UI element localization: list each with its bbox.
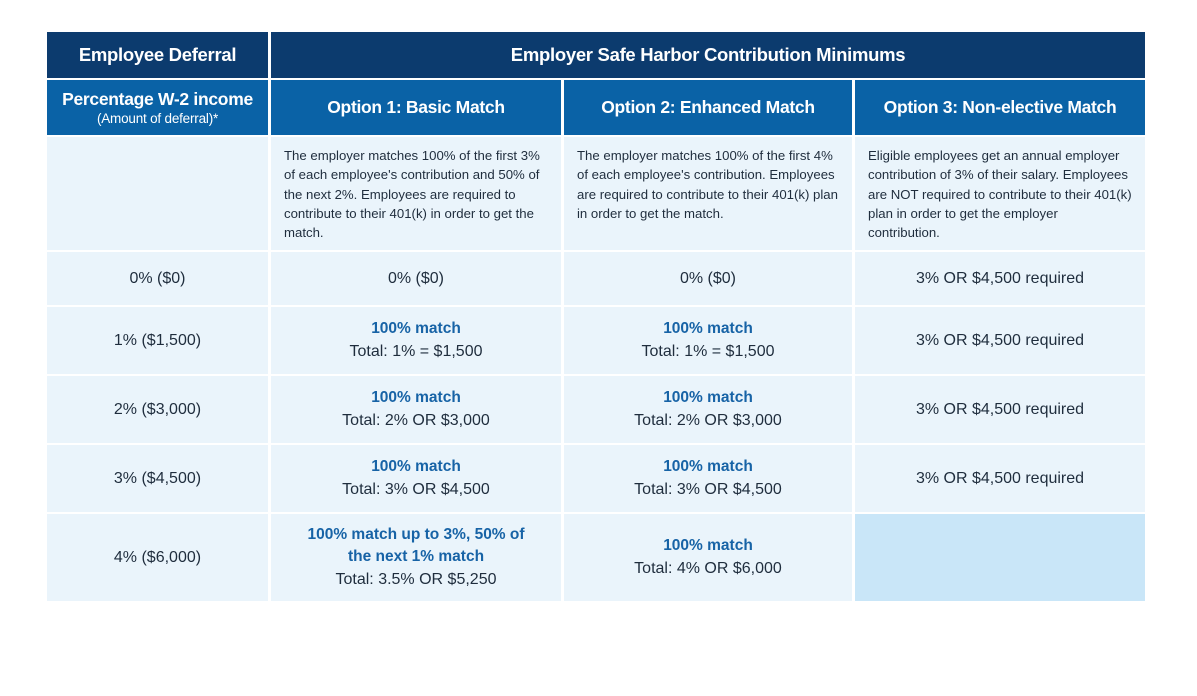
deferral-cell: 1% ($1,500) xyxy=(47,307,268,375)
percentage-income-header: Percentage W-2 income (Amount of deferra… xyxy=(47,80,268,135)
option-3-cell: 3% OR $4,500 required xyxy=(855,445,1146,513)
option-3-description: Eligible employees get an annual employe… xyxy=(855,137,1146,251)
total-text: Total: 2% OR $3,000 xyxy=(634,411,782,429)
match-text: 100% match up to 3%, 50% of the next 1% … xyxy=(307,525,525,565)
option-1-cell: 100% match Total: 1% = $1,500 xyxy=(271,307,561,375)
table-row: 0% ($0) 0% ($0) 0% ($0) 3% OR $4,500 req… xyxy=(47,252,1146,306)
table-row: 2% ($3,000) 100% match Total: 2% OR $3,0… xyxy=(47,376,1146,444)
option-3-cell: 3% OR $4,500 required xyxy=(855,376,1146,444)
option-2-description: The employer matches 100% of the first 4… xyxy=(564,137,852,251)
employer-contribution-header: Employer Safe Harbor Contribution Minimu… xyxy=(271,32,1146,78)
safe-harbor-table: Employee Deferral Employer Safe Harbor C… xyxy=(44,30,1148,603)
option-2-cell: 100% match Total: 1% = $1,500 xyxy=(564,307,852,375)
total-text: Total: 3% OR $4,500 xyxy=(342,480,490,498)
description-blank-cell xyxy=(47,137,268,251)
total-text: Total: 2% OR $3,000 xyxy=(342,411,490,429)
amount-of-deferral-label: (Amount of deferral)* xyxy=(96,111,219,126)
match-text: 100% match xyxy=(371,319,461,337)
total-text: Total: 1% = $1,500 xyxy=(641,342,775,360)
match-text: 100% match xyxy=(371,388,461,406)
percentage-income-label: Percentage W-2 income xyxy=(62,89,253,109)
match-text: 100% match xyxy=(663,319,753,337)
table-row: 3% ($4,500) 100% match Total: 3% OR $4,5… xyxy=(47,445,1146,513)
option-1-description: The employer matches 100% of the first 3… xyxy=(271,137,561,251)
total-text: Total: 4% OR $6,000 xyxy=(634,559,782,577)
option-1-cell: 0% ($0) xyxy=(271,252,561,306)
option-2-header: Option 2: Enhanced Match xyxy=(564,80,852,135)
match-text: 100% match xyxy=(371,457,461,475)
table-row: 1% ($1,500) 100% match Total: 1% = $1,50… xyxy=(47,307,1146,375)
deferral-cell: 3% ($4,500) xyxy=(47,445,268,513)
match-text: 100% match xyxy=(663,457,753,475)
match-text: 100% match xyxy=(663,536,753,554)
option-1-cell: 100% match up to 3%, 50% of the next 1% … xyxy=(271,514,561,602)
deferral-cell: 2% ($3,000) xyxy=(47,376,268,444)
option-3-empty-cell xyxy=(855,514,1146,602)
option-2-cell: 0% ($0) xyxy=(564,252,852,306)
option-3-cell: 3% OR $4,500 required xyxy=(855,252,1146,306)
option-1-header: Option 1: Basic Match xyxy=(271,80,561,135)
option-1-cell: 100% match Total: 2% OR $3,000 xyxy=(271,376,561,444)
employee-deferral-header: Employee Deferral xyxy=(47,32,268,78)
option-3-header: Option 3: Non-elective Match xyxy=(855,80,1146,135)
total-text: 0% ($0) xyxy=(679,269,737,287)
deferral-cell: 0% ($0) xyxy=(47,252,268,306)
total-text: 0% ($0) xyxy=(387,269,445,287)
deferral-cell: 4% ($6,000) xyxy=(47,514,268,602)
option-1-cell: 100% match Total: 3% OR $4,500 xyxy=(271,445,561,513)
option-3-cell: 3% OR $4,500 required xyxy=(855,307,1146,375)
option-2-cell: 100% match Total: 4% OR $6,000 xyxy=(564,514,852,602)
total-text: Total: 3.5% OR $5,250 xyxy=(335,570,497,588)
option-2-cell: 100% match Total: 2% OR $3,000 xyxy=(564,376,852,444)
total-text: Total: 1% = $1,500 xyxy=(349,342,483,360)
safe-harbor-table-container: Employee Deferral Employer Safe Harbor C… xyxy=(44,30,1148,603)
table-row: 4% ($6,000) 100% match up to 3%, 50% of … xyxy=(47,514,1146,602)
total-text: Total: 3% OR $4,500 xyxy=(634,480,782,498)
match-text: 100% match xyxy=(663,388,753,406)
option-2-cell: 100% match Total: 3% OR $4,500 xyxy=(564,445,852,513)
